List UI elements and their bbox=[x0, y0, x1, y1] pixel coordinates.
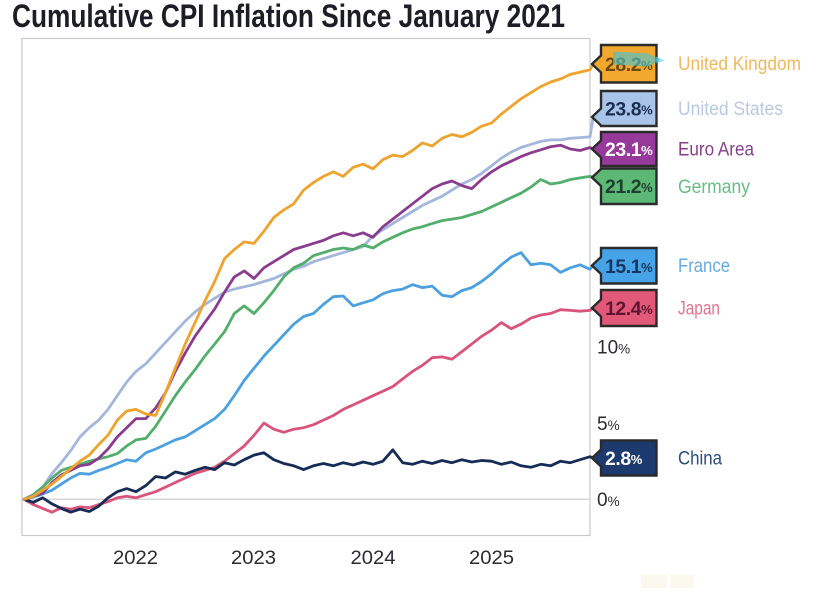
svg-text:Euro Area: Euro Area bbox=[678, 139, 754, 161]
svg-text:5%: 5% bbox=[597, 414, 620, 435]
svg-text:United Kingdom: United Kingdom bbox=[678, 53, 801, 75]
svg-text:Germany: Germany bbox=[678, 176, 750, 198]
svg-text:2022: 2022 bbox=[113, 547, 158, 569]
svg-text:2024: 2024 bbox=[351, 547, 396, 569]
svg-text:Japan: Japan bbox=[678, 298, 720, 320]
svg-text:China: China bbox=[678, 448, 722, 470]
svg-text:0%: 0% bbox=[597, 490, 620, 511]
svg-text:10%: 10% bbox=[597, 338, 630, 359]
svg-text:21.2%: 21.2% bbox=[605, 176, 653, 198]
svg-text:Cumulative CPI Inflation Since: Cumulative CPI Inflation Since January 2… bbox=[12, 0, 565, 34]
svg-text:15.1%: 15.1% bbox=[605, 256, 653, 278]
svg-text:2.8%: 2.8% bbox=[605, 448, 643, 470]
svg-text:23.1%: 23.1% bbox=[605, 139, 653, 161]
svg-text:2023: 2023 bbox=[231, 547, 276, 569]
svg-text:2025: 2025 bbox=[469, 547, 514, 569]
svg-text:23.8%: 23.8% bbox=[605, 99, 653, 121]
svg-text:United States: United States bbox=[678, 98, 783, 120]
svg-text:12.4%: 12.4% bbox=[605, 298, 653, 320]
svg-text:France: France bbox=[678, 255, 730, 277]
